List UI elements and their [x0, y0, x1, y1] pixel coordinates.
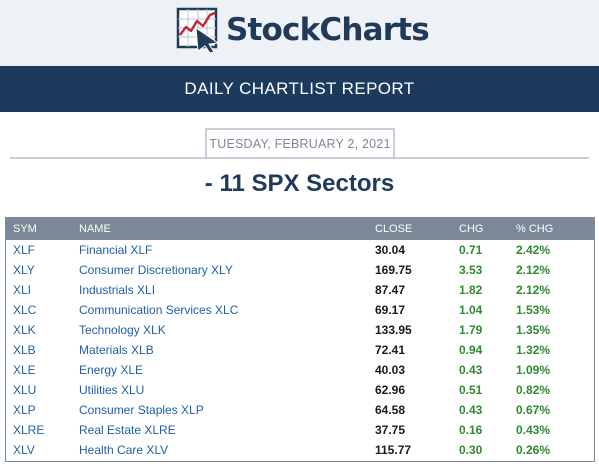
name-link[interactable]: Industrials XLI — [79, 283, 156, 297]
name-link[interactable]: Financial XLF — [79, 243, 153, 257]
name-link[interactable]: Energy XLE — [79, 363, 144, 377]
close-value: 30.04 — [375, 243, 406, 257]
table-row[interactable]: XLV Health Care XLV 115.77 0.30 0.26% — [6, 440, 594, 460]
percent-change-value: 0.82% — [516, 383, 551, 397]
change-value: 1.79 — [459, 323, 483, 337]
percent-change-value: 1.53% — [516, 303, 551, 317]
change-value: 0.43 — [459, 403, 483, 417]
close-value: 169.75 — [375, 263, 412, 277]
percent-change-value: 1.35% — [516, 323, 551, 337]
column-header-close[interactable]: CLOSE — [375, 223, 413, 235]
symbol-link[interactable]: XLK — [13, 323, 36, 337]
change-value: 0.30 — [459, 443, 483, 457]
symbol-link[interactable]: XLE — [13, 363, 36, 377]
table-row[interactable]: XLU Utilities XLU 62.96 0.51 0.82% — [6, 380, 594, 400]
sectors-table: SYM NAME CLOSE CHG % CHG XLF Financial X… — [5, 217, 595, 462]
percent-change-value: 0.43% — [516, 423, 551, 437]
close-value: 87.47 — [375, 283, 406, 297]
close-value: 62.96 — [375, 383, 406, 397]
close-value: 40.03 — [375, 363, 406, 377]
column-header-sym[interactable]: SYM — [13, 223, 37, 235]
symbol-link[interactable]: XLF — [13, 243, 36, 257]
report-date: TUESDAY, FEBRUARY 2, 2021 — [205, 128, 395, 158]
logo-bar: StockCharts — [0, 0, 599, 66]
report-date-text: TUESDAY, FEBRUARY 2, 2021 — [209, 137, 391, 151]
symbol-link[interactable]: XLI — [13, 283, 32, 297]
percent-change-value: 1.32% — [516, 343, 551, 357]
percent-change-value: 2.12% — [516, 283, 551, 297]
percent-change-value: 1.09% — [516, 363, 551, 377]
report-banner: DAILY CHARTLIST REPORT — [0, 66, 599, 112]
table-row[interactable]: XLP Consumer Staples XLP 64.58 0.43 0.67… — [6, 400, 594, 420]
change-value: 1.82 — [459, 283, 483, 297]
sectors-table-grid: SYM NAME CLOSE CHG % CHG XLF Financial X… — [6, 218, 594, 460]
change-value: 0.43 — [459, 363, 483, 377]
close-value: 115.77 — [375, 443, 412, 457]
table-row[interactable]: XLRE Real Estate XLRE 37.75 0.16 0.43% — [6, 420, 594, 440]
table-row[interactable]: XLK Technology XLK 133.95 1.79 1.35% — [6, 320, 594, 340]
close-value: 64.58 — [375, 403, 406, 417]
change-value: 0.71 — [459, 243, 483, 257]
name-link[interactable]: Consumer Staples XLP — [79, 403, 204, 417]
close-value: 72.41 — [375, 343, 406, 357]
column-header-pct-chg[interactable]: % CHG — [516, 223, 554, 235]
table-row[interactable]: XLF Financial XLF 30.04 0.71 2.42% — [6, 240, 594, 260]
close-value: 133.95 — [375, 323, 412, 337]
name-link[interactable]: Communication Services XLC — [79, 303, 239, 317]
change-value: 0.94 — [459, 343, 483, 357]
change-value: 1.04 — [459, 303, 483, 317]
percent-change-value: 2.12% — [516, 263, 551, 277]
close-value: 69.17 — [375, 303, 406, 317]
name-link[interactable]: Consumer Discretionary XLY — [79, 263, 233, 277]
change-value: 0.16 — [459, 423, 483, 437]
divider — [10, 157, 589, 159]
change-value: 0.51 — [459, 383, 483, 397]
percent-change-value: 2.42% — [516, 243, 551, 257]
symbol-link[interactable]: XLP — [13, 403, 36, 417]
name-link[interactable]: Real Estate XLRE — [79, 423, 176, 437]
percent-change-value: 0.26% — [516, 443, 551, 457]
change-value: 3.53 — [459, 263, 483, 277]
symbol-link[interactable]: XLRE — [13, 423, 45, 437]
banner-title: DAILY CHARTLIST REPORT — [184, 79, 415, 98]
table-row[interactable]: XLC Communication Services XLC 69.17 1.0… — [6, 300, 594, 320]
brand-logo[interactable]: StockCharts — [176, 6, 430, 54]
brand-name: StockCharts — [226, 11, 430, 48]
table-row[interactable]: XLY Consumer Discretionary XLY 169.75 3.… — [6, 260, 594, 280]
name-link[interactable]: Utilities XLU — [79, 383, 145, 397]
name-link[interactable]: Technology XLK — [79, 323, 166, 337]
name-link[interactable]: Materials XLB — [79, 343, 154, 357]
table-header-row: SYM NAME CLOSE CHG % CHG — [6, 218, 594, 240]
symbol-link[interactable]: XLC — [13, 303, 37, 317]
table-row[interactable]: XLB Materials XLB 72.41 0.94 1.32% — [6, 340, 594, 360]
percent-change-value: 0.67% — [516, 403, 551, 417]
table-row[interactable]: XLE Energy XLE 40.03 0.43 1.09% — [6, 360, 594, 380]
close-value: 37.75 — [375, 423, 406, 437]
symbol-link[interactable]: XLV — [13, 443, 35, 457]
symbol-link[interactable]: XLY — [13, 263, 35, 277]
symbol-link[interactable]: XLB — [13, 343, 36, 357]
chartlist-title: - 11 SPX Sectors — [204, 170, 395, 197]
symbol-link[interactable]: XLU — [13, 383, 37, 397]
table-row[interactable]: XLI Industrials XLI 87.47 1.82 2.12% — [6, 280, 594, 300]
column-header-name[interactable]: NAME — [79, 223, 111, 235]
column-header-chg[interactable]: CHG — [459, 223, 484, 235]
stockcharts-logo-icon — [176, 7, 220, 53]
name-link[interactable]: Health Care XLV — [79, 443, 169, 457]
